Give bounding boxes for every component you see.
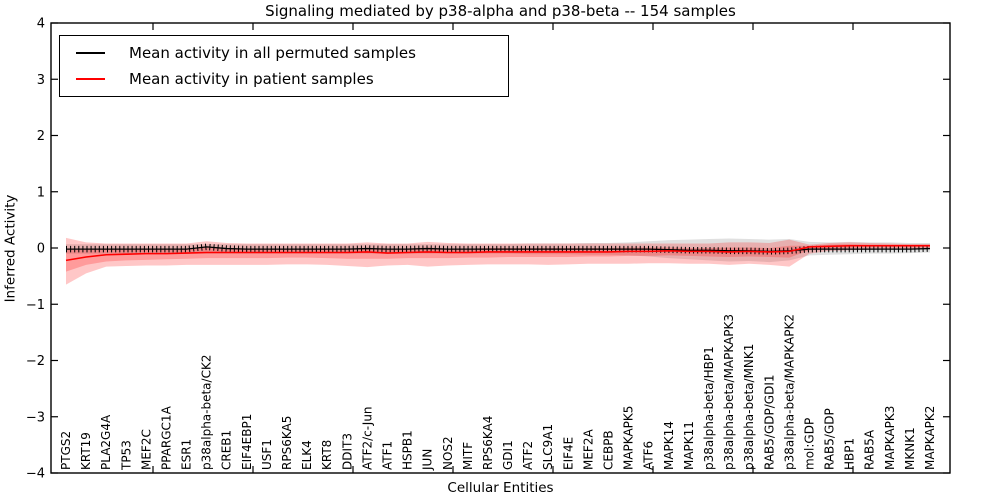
x-tick-label: USF1 [260, 439, 274, 470]
patient-mean-line [65, 244, 930, 262]
x-tick-label: p38alpha-beta/MNK1 [742, 344, 756, 470]
x-tick-label: MAPK11 [682, 421, 696, 470]
x-tick-label: p38alpha-beta/MAPKAPK3 [722, 314, 736, 470]
legend-item-label: Mean activity in patient samples [129, 70, 374, 88]
x-tick-label: CREB1 [220, 430, 234, 470]
x-tick-label: SLC9A1 [541, 424, 555, 470]
x-tick-label: ESR1 [180, 439, 194, 470]
x-tick-label: GDI1 [501, 440, 515, 470]
x-tick-label: HSPB1 [401, 430, 415, 470]
x-tick-label: MAPKAPK5 [622, 406, 636, 470]
x-tick-label: RPS6KA5 [280, 416, 294, 470]
legend-item-patient: Mean activity in patient samples [76, 67, 508, 91]
x-tick-label: ATF1 [380, 441, 394, 470]
patient-line-swatch [76, 78, 105, 80]
x-tick-label: TP53 [119, 440, 133, 471]
y-tick-label: 3 [37, 73, 45, 88]
x-tick-label: p38alpha-beta/MAPKAPK2 [782, 314, 796, 470]
chart-title: Signaling mediated by p38-alpha and p38-… [265, 2, 736, 20]
x-tick-label: DDIT3 [340, 433, 354, 470]
x-tick-label: RPS6KA4 [481, 416, 495, 470]
x-tick-label: p38alpha-beta/HBP1 [702, 346, 716, 470]
permuted-range-band [66, 238, 930, 263]
x-tick-label: PLA2G4A [99, 414, 113, 470]
y-tick-label: 1 [37, 185, 45, 200]
x-tick-label: JUN [421, 449, 435, 471]
x-tick-label: RAB5A [863, 429, 877, 470]
x-tick-label: p38alpha-beta/CK2 [200, 355, 214, 470]
x-tick-label: NOS2 [441, 436, 455, 470]
x-tick-label: MAPKAPK2 [923, 406, 937, 470]
x-tick-label: mol:GDP [802, 418, 816, 470]
x-tick-label: MEF2A [581, 429, 595, 470]
y-tick-label: −4 [26, 467, 45, 482]
permuted-line-swatch [76, 52, 105, 54]
x-tick-label: KRT8 [320, 440, 334, 470]
x-axis-label: Cellular Entities [447, 480, 554, 496]
x-tick-label: PTGS2 [59, 431, 73, 470]
x-tick-label: RAB5/GDP [823, 408, 837, 470]
y-tick-label: −1 [26, 298, 45, 313]
y-tick-label: −2 [26, 354, 45, 369]
x-tick-label: EIF4E [561, 437, 575, 470]
x-tick-label: MEF2C [139, 429, 153, 470]
x-tick-label: MAPK14 [662, 421, 676, 470]
x-tick-label: MAPKAPK3 [883, 406, 897, 470]
x-tick-label: MKNK1 [903, 427, 917, 470]
legend-item-permuted: Mean activity in all permuted samples [76, 41, 508, 65]
y-tick-label: 4 [37, 17, 45, 32]
x-tick-label: ELK4 [300, 440, 314, 470]
x-tick-label: HBP1 [843, 438, 857, 470]
x-tick-label: EIF4EBP1 [240, 414, 254, 470]
x-tick-label: ATF2/c-Jun [360, 406, 374, 470]
x-tick-label: ATF6 [642, 441, 656, 470]
y-tick-label: 0 [37, 242, 45, 257]
legend-item-label: Mean activity in all permuted samples [129, 44, 416, 62]
patient-outer-band [66, 237, 930, 285]
x-tick-label: PPARGC1A [159, 405, 173, 470]
x-tick-label: ATF2 [521, 441, 535, 470]
x-tick-label: RAB5/GDP/GDI1 [762, 374, 776, 470]
y-tick-label: 2 [37, 129, 45, 144]
x-tick-label: KRT19 [79, 432, 93, 470]
y-tick-label: −3 [26, 410, 45, 425]
x-tick-label: MITF [461, 442, 475, 470]
x-tick-label: CEBPB [602, 430, 616, 470]
legend-box: Mean activity in all permuted samples Me… [59, 35, 509, 97]
